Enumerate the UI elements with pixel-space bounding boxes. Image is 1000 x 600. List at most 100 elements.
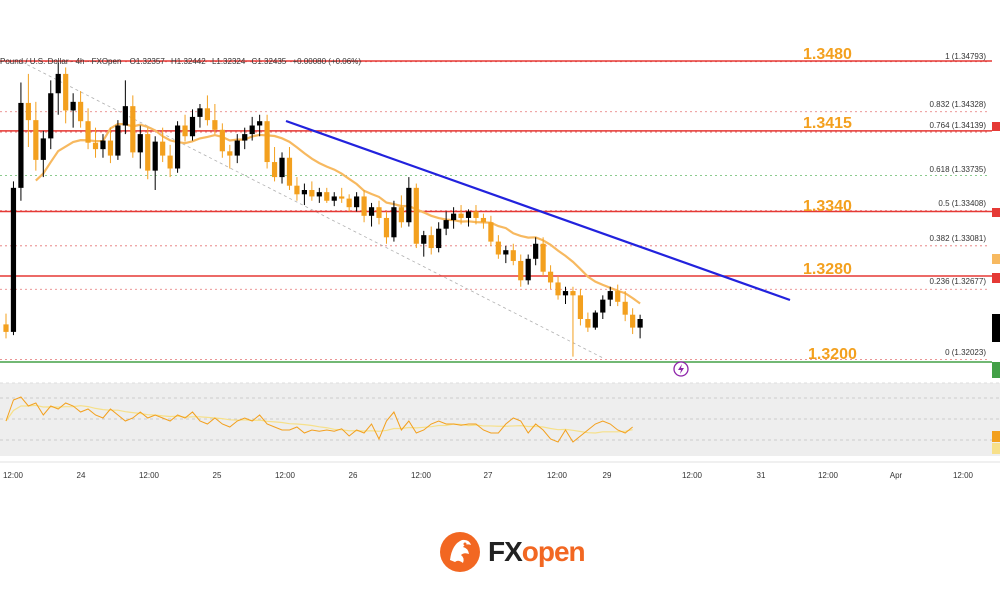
candle-body: [540, 243, 546, 272]
candle-body: [406, 187, 412, 223]
candle-body: [33, 120, 39, 160]
trend-line: [285, 119, 791, 302]
candle-body: [25, 102, 31, 121]
candle-body: [376, 207, 382, 218]
candle-body: [555, 282, 561, 296]
candle-body: [100, 140, 106, 150]
candle-body: [122, 106, 128, 126]
candle-body: [167, 155, 173, 169]
candle-body: [525, 258, 531, 281]
brand-name: FXopen: [488, 536, 586, 567]
x-tick-label: 24: [77, 471, 86, 480]
oscillator-panel: [5, 396, 633, 443]
candle-body: [413, 187, 419, 244]
brand-logo: FXopen: [438, 530, 586, 574]
candle-body: [331, 196, 337, 201]
x-tick-label: 12:00: [411, 471, 432, 480]
candle-body: [227, 151, 233, 156]
candle-body: [451, 213, 457, 221]
candle-body: [577, 295, 584, 319]
candle-body: [615, 291, 621, 302]
candle-body: [271, 162, 278, 178]
candle-body: [398, 207, 404, 223]
chart-area: Pound / U.S. Dollar · 4h · FXOpen O1.323…: [0, 44, 1000, 480]
x-tick-label: 25: [213, 471, 222, 480]
candle-body: [368, 207, 375, 216]
candle-body: [264, 121, 270, 163]
level-label-3: 1.3340: [803, 198, 852, 215]
candle-body: [391, 207, 397, 238]
candle-body: [115, 125, 121, 156]
ma-line: [35, 122, 641, 305]
price-chart: Pound / U.S. Dollar · 4h · FXOpen O1.323…: [0, 44, 1000, 480]
candle-body: [152, 141, 158, 171]
candle-body: [160, 141, 166, 156]
fib-label-5: 0.5 (1.33408): [938, 199, 986, 208]
candle-body: [495, 241, 501, 255]
candle-body: [324, 192, 330, 201]
candle-body: [383, 217, 390, 238]
candle-body: [249, 125, 255, 135]
candle-body: [55, 73, 61, 94]
candle-body: [219, 129, 225, 152]
candle-body: [316, 192, 322, 197]
x-tick-label: 27: [484, 471, 493, 480]
fib-label-8: 0 (1.32023): [945, 348, 986, 357]
candle-body: [18, 102, 24, 188]
candle-body: [421, 235, 427, 244]
candle-body: [488, 222, 494, 242]
candle-body: [10, 187, 17, 332]
x-tick-label: Apr: [890, 471, 903, 480]
candle-body: [70, 101, 76, 111]
candle-body: [242, 134, 248, 141]
price-marker: [992, 314, 1000, 342]
fib-label-7: 0.236 (1.32677): [930, 277, 987, 286]
osc-line: [5, 396, 633, 443]
x-tick-label: 12:00: [682, 471, 703, 480]
candle-body: [48, 93, 54, 139]
candle-body: [622, 301, 628, 315]
candle-body: [339, 196, 345, 199]
candle-body: [197, 108, 203, 117]
alert-icon[interactable]: [673, 361, 689, 377]
x-tick-labels: 12:00 24 12:00 25 12:00 26 12:00 27 12:0…: [3, 471, 974, 480]
candle-body: [63, 73, 69, 111]
x-tick-label: 12:00: [139, 471, 160, 480]
candle-body: [182, 125, 188, 137]
price-marker: [992, 208, 1000, 217]
candle-body: [570, 291, 576, 296]
fib-label-2: 0.832 (1.34328): [930, 100, 987, 109]
candle-body: [78, 101, 84, 122]
candle-body: [637, 319, 643, 328]
candle-body: [257, 121, 263, 126]
fxopen-dragon-icon: [440, 532, 480, 572]
candle-body: [204, 108, 211, 121]
candle-body: [85, 121, 91, 143]
candle-body: [607, 291, 613, 300]
fib-label-3: 0.764 (1.34139): [930, 121, 987, 130]
candle-body: [585, 319, 591, 328]
candle-body: [346, 198, 352, 208]
candle-body: [436, 228, 442, 249]
candle-body: [145, 134, 151, 171]
x-tick-label: 31: [757, 471, 766, 480]
price-marker: [992, 254, 1000, 264]
main-panel-bg: [0, 44, 1000, 369]
candle-body: [286, 157, 293, 186]
candle-body: [361, 196, 367, 216]
candle-body: [547, 271, 554, 283]
price-marker: [992, 443, 1000, 454]
candle-body: [174, 125, 181, 169]
fib-anchor-line: [21, 61, 604, 359]
chart-legend: Pound / U.S. Dollar · 4h · FXOpen O1.323…: [0, 57, 361, 66]
price-marker: [992, 431, 1000, 442]
candle-body: [600, 299, 606, 313]
fib-lines: [0, 61, 990, 360]
candle-body: [480, 217, 487, 223]
candle-body: [473, 211, 479, 218]
level-label-4: 1.3280: [803, 261, 852, 278]
candle-body: [592, 312, 598, 328]
price-marker: [992, 273, 1000, 283]
candle-body: [279, 157, 285, 178]
candle-body: [503, 250, 509, 255]
